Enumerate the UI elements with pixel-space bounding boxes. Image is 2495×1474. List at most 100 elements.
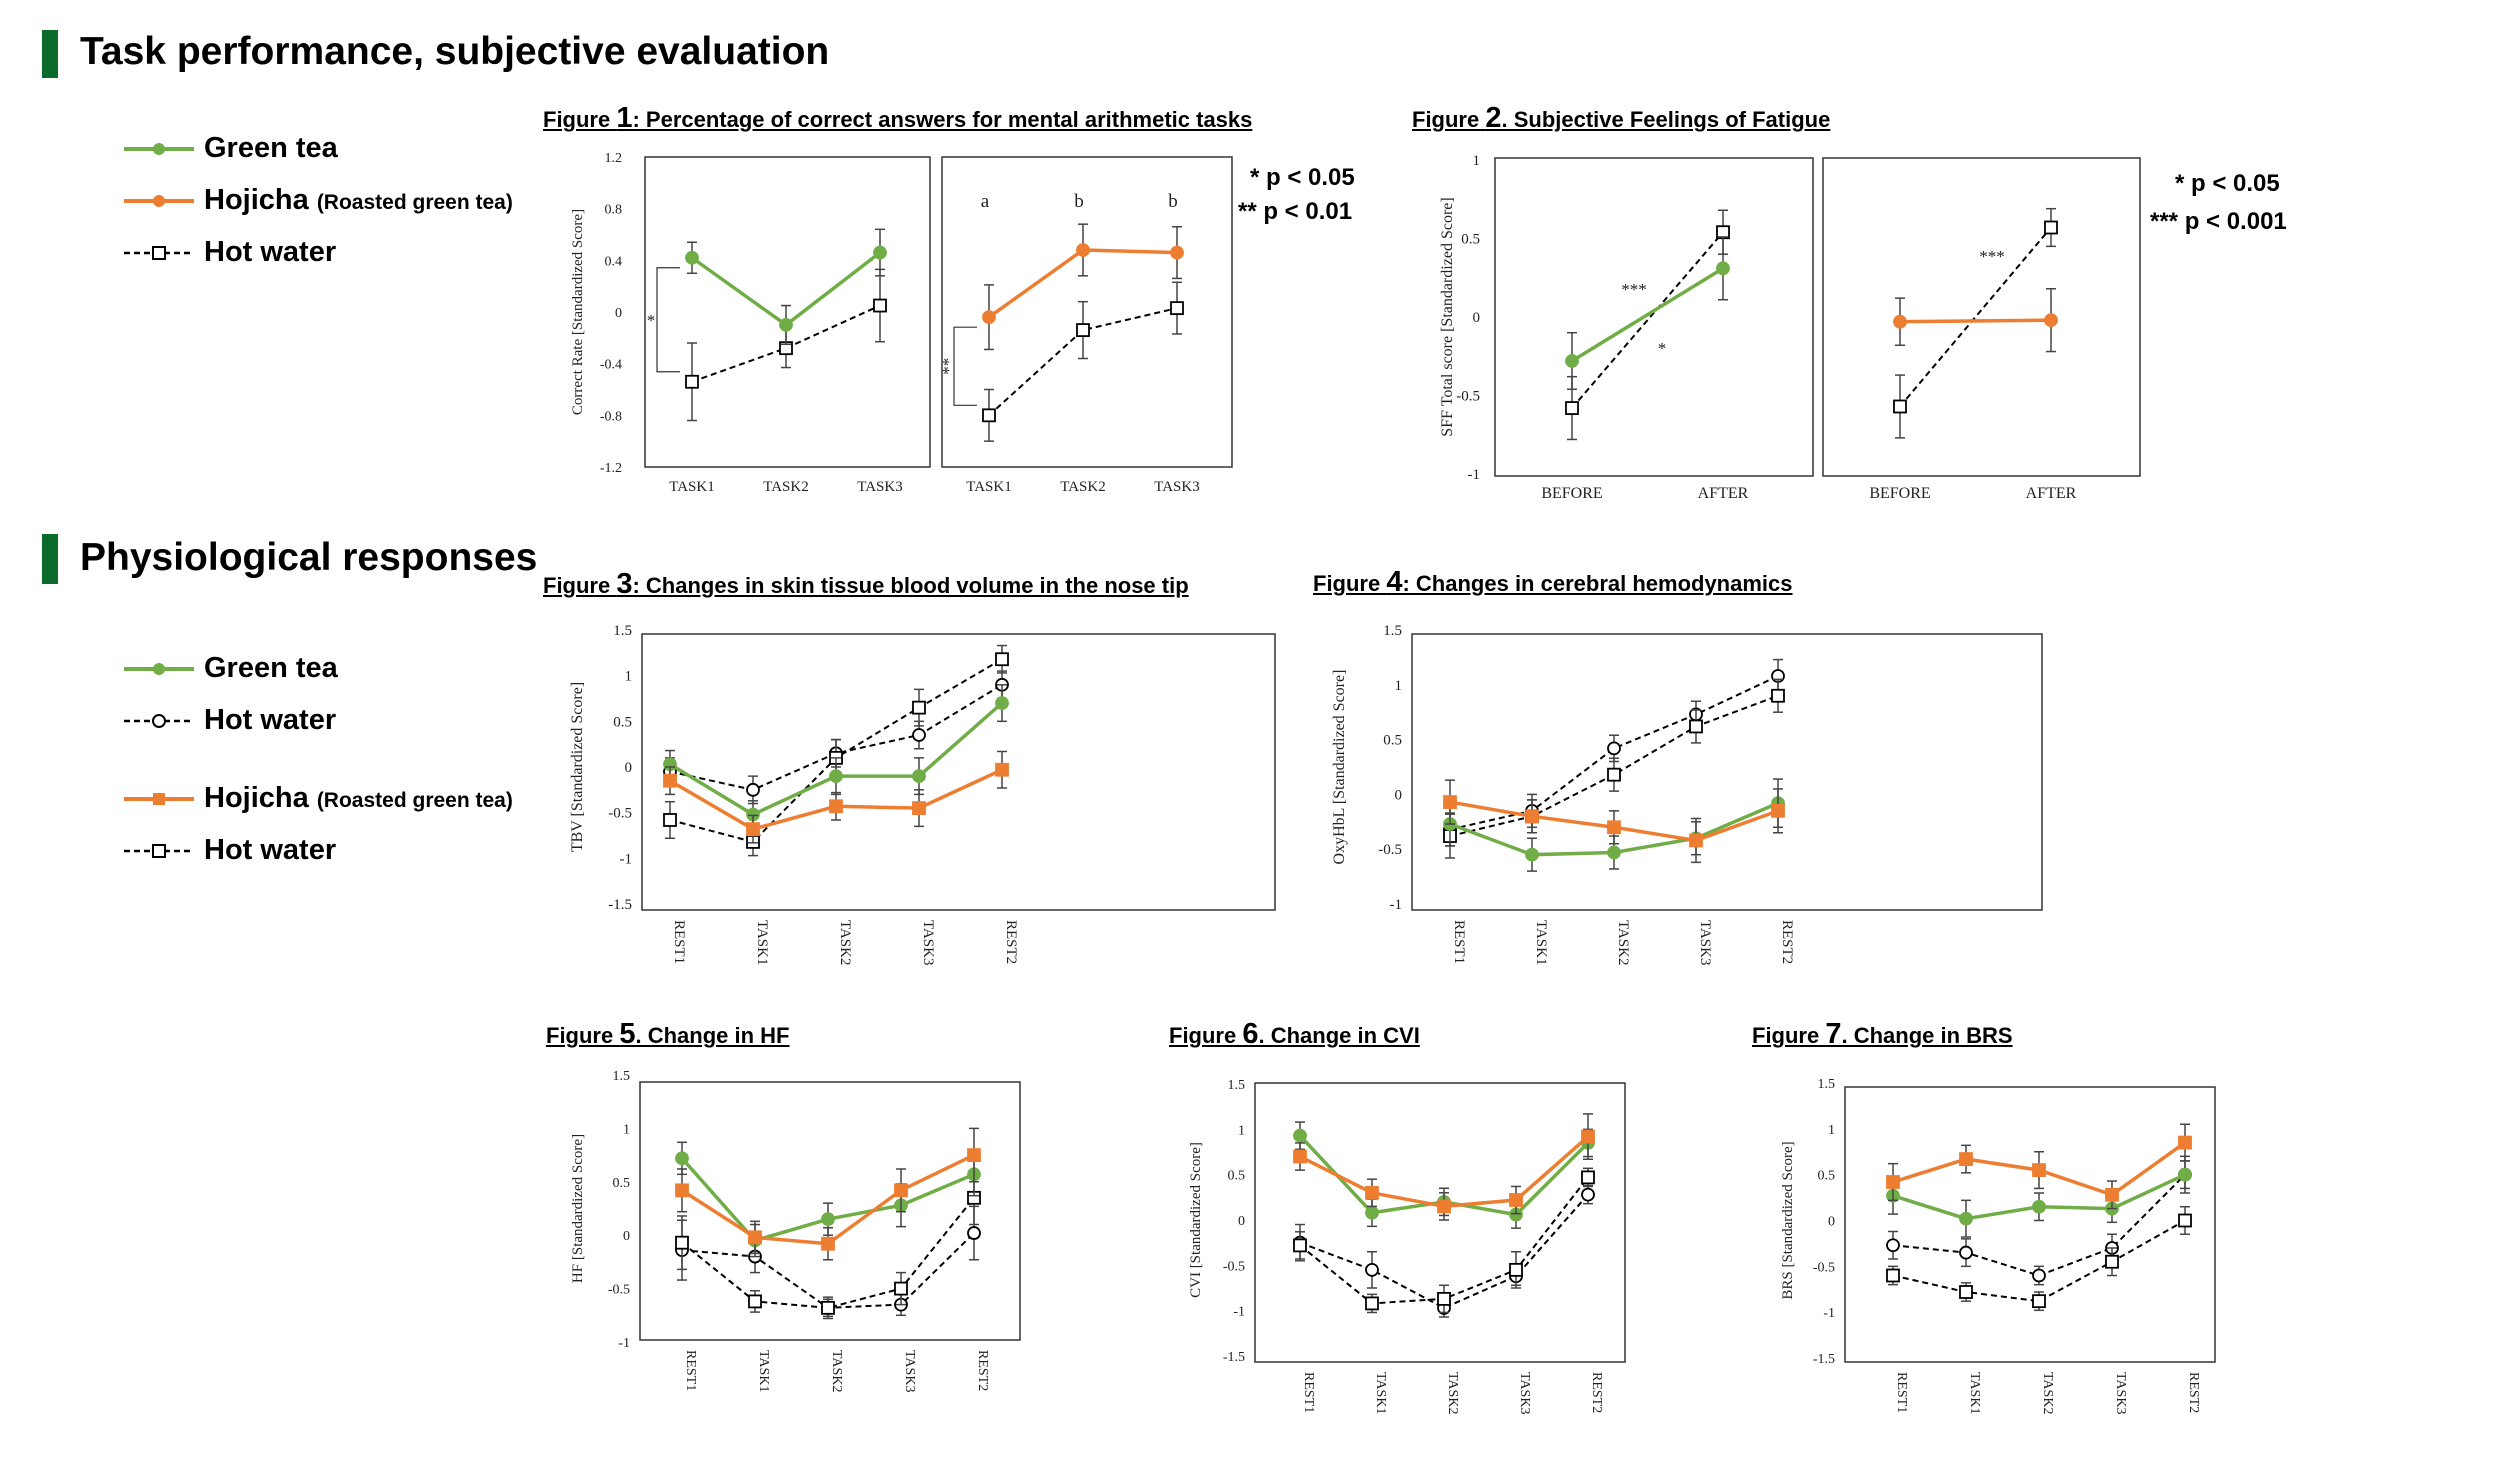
y-axis-label: BRS [Standardized Score] bbox=[1780, 1141, 1796, 1299]
figure-1-title: Figure 1: Percentage of correct answers … bbox=[543, 102, 1252, 135]
figure-2-chart: 1 0.5 0 -0.5 -1 SFF Total score [Standardized… bbox=[1439, 153, 2141, 502]
y-tick-label: 1 bbox=[1473, 153, 1481, 169]
data-point-water_a bbox=[912, 728, 926, 742]
y-tick-label: 1 bbox=[1828, 1123, 1835, 1138]
data-point-water bbox=[2044, 220, 2058, 235]
series-line-water bbox=[1899, 226, 2052, 408]
data-point-green bbox=[829, 769, 843, 784]
y-tick-label: -0.4 bbox=[600, 358, 622, 373]
y-tick-label: -0.5 bbox=[1813, 1260, 1835, 1275]
data-point-hojicha bbox=[821, 1236, 835, 1251]
y-tick-label: 1.5 bbox=[613, 1069, 631, 1084]
y-tick-label: -0.5 bbox=[1223, 1259, 1245, 1274]
data-point-hojicha bbox=[1959, 1152, 1973, 1166]
data-point-hojicha bbox=[2105, 1187, 2119, 1202]
fig-number: 1 bbox=[616, 102, 633, 134]
x-tick-label: BEFORE bbox=[1869, 485, 1930, 502]
fig-number: 3 bbox=[616, 568, 633, 600]
figure-7-chart: 1.5 1 0.5 0 -0.5 -1 -1.5 BRS [Standardized Scor… bbox=[1780, 1077, 2216, 1414]
plot-frame bbox=[941, 156, 1233, 468]
data-point-hojicha bbox=[1437, 1199, 1451, 1214]
data-point-green bbox=[1293, 1128, 1307, 1143]
data-point-water_b bbox=[2178, 1213, 2192, 1228]
series-line-water_b bbox=[681, 1197, 975, 1309]
fig-prefix: Figure bbox=[1169, 1023, 1243, 1048]
y-tick-label: -1.5 bbox=[608, 897, 632, 913]
y-tick-label: 0 bbox=[1395, 787, 1403, 803]
y-tick-label: 0.5 bbox=[613, 714, 632, 730]
data-point-water_b bbox=[1365, 1296, 1379, 1311]
sig-marker: * bbox=[1658, 339, 1667, 358]
section-title: Task performance, subjective evaluation bbox=[80, 30, 830, 73]
x-tick-label: REST1 bbox=[1451, 920, 1467, 964]
data-point-hojicha bbox=[1689, 833, 1703, 848]
data-point-water_b bbox=[1581, 1170, 1595, 1185]
sig-marker: *** bbox=[1979, 247, 2005, 266]
fig-caption: : Percentage of correct answers for ment… bbox=[632, 107, 1253, 132]
data-point-hojicha bbox=[1581, 1129, 1595, 1144]
y-axis-label: SFF Total score [Standardized Score] bbox=[1439, 197, 1456, 436]
legend-label: Green tea bbox=[204, 652, 338, 684]
data-point-hojicha bbox=[1170, 245, 1184, 260]
x-tick-label: TASK1 bbox=[966, 479, 1011, 495]
fig-caption: : Changes in cerebral hemodynamics bbox=[1402, 571, 1793, 596]
y-tick-label: 0 bbox=[623, 1229, 630, 1244]
x-tick-label: TASK2 bbox=[837, 920, 853, 965]
figure-6-chart: 1.5 1 0.5 0 -0.5 -1 -1.5 CVI [Standardized Scor… bbox=[1188, 1078, 1626, 1414]
x-tick-label: REST2 bbox=[1003, 920, 1019, 964]
x-tick-label: TASK3 bbox=[1697, 920, 1713, 965]
legend-label: Hojicha (Roasted green tea) bbox=[204, 782, 513, 815]
data-point-water_b bbox=[1437, 1291, 1451, 1306]
legend-label: Green tea bbox=[204, 132, 338, 164]
data-point-water_a bbox=[1365, 1262, 1379, 1277]
figure-2-title: Figure 2. Subjective Feelings of Fatigue bbox=[1412, 102, 1830, 135]
data-point-hojicha bbox=[675, 1183, 689, 1198]
data-point-hojicha bbox=[1607, 820, 1621, 835]
sig-marker: * bbox=[647, 311, 656, 330]
data-point-water_b bbox=[663, 813, 677, 827]
x-tick-label: TASK3 bbox=[2113, 1372, 2128, 1414]
data-point-green bbox=[675, 1151, 689, 1166]
section-bar bbox=[42, 30, 58, 78]
x-tick-label: TASK3 bbox=[902, 1350, 917, 1392]
plot-frame bbox=[1254, 1082, 1626, 1363]
x-tick-label: TASK2 bbox=[829, 1350, 844, 1392]
data-point-green bbox=[912, 769, 926, 784]
data-point-water_b bbox=[1886, 1268, 1900, 1283]
fig-caption: . Change in HF bbox=[635, 1023, 790, 1048]
fig-caption: . Subjective Feelings of Fatigue bbox=[1501, 107, 1831, 132]
sig-note: ** p < 0.01 bbox=[1238, 198, 1353, 225]
fig-prefix: Figure bbox=[543, 573, 617, 598]
x-tick-label: TASK2 bbox=[763, 479, 808, 495]
x-tick-label: TASK2 bbox=[1615, 920, 1631, 965]
section-bar bbox=[42, 534, 58, 584]
y-tick-label: 1.5 bbox=[1228, 1078, 1246, 1093]
y-tick-label: 0.5 bbox=[1228, 1169, 1246, 1184]
fig-prefix: Figure bbox=[546, 1023, 620, 1048]
plot-frame bbox=[1494, 157, 1814, 477]
legend-label-main: Hojicha bbox=[204, 184, 309, 216]
legend-label-note: (Roasted green tea) bbox=[316, 191, 513, 214]
legend-label: Hojicha (Roasted green tea) bbox=[204, 184, 513, 217]
plot-frame bbox=[1411, 633, 2043, 911]
data-point-water bbox=[982, 408, 996, 423]
data-point-water_b bbox=[1293, 1238, 1307, 1253]
plot-frame bbox=[644, 156, 931, 468]
x-tick-label: TASK2 bbox=[2040, 1372, 2055, 1414]
data-point-hojicha bbox=[912, 801, 926, 816]
data-point-water_b bbox=[995, 652, 1009, 667]
data-point-green bbox=[1365, 1205, 1379, 1220]
y-tick-label: -1.5 bbox=[1223, 1350, 1245, 1365]
x-tick-label: TASK3 bbox=[1517, 1372, 1532, 1414]
y-tick-label: 0.5 bbox=[1461, 232, 1480, 248]
data-point-water_b bbox=[675, 1235, 689, 1250]
legend-label-note: (Roasted green tea) bbox=[316, 789, 513, 812]
sig-bracket bbox=[953, 326, 977, 406]
y-tick-label: -1.5 bbox=[1813, 1352, 1835, 1367]
y-tick-label: -0.5 bbox=[608, 1283, 630, 1298]
section-title: Physiological responses bbox=[80, 536, 538, 579]
data-point-water_a bbox=[1886, 1238, 1900, 1253]
plot-frame bbox=[639, 1081, 1021, 1341]
legend-line-green bbox=[124, 663, 194, 675]
data-point-water bbox=[1565, 401, 1579, 415]
